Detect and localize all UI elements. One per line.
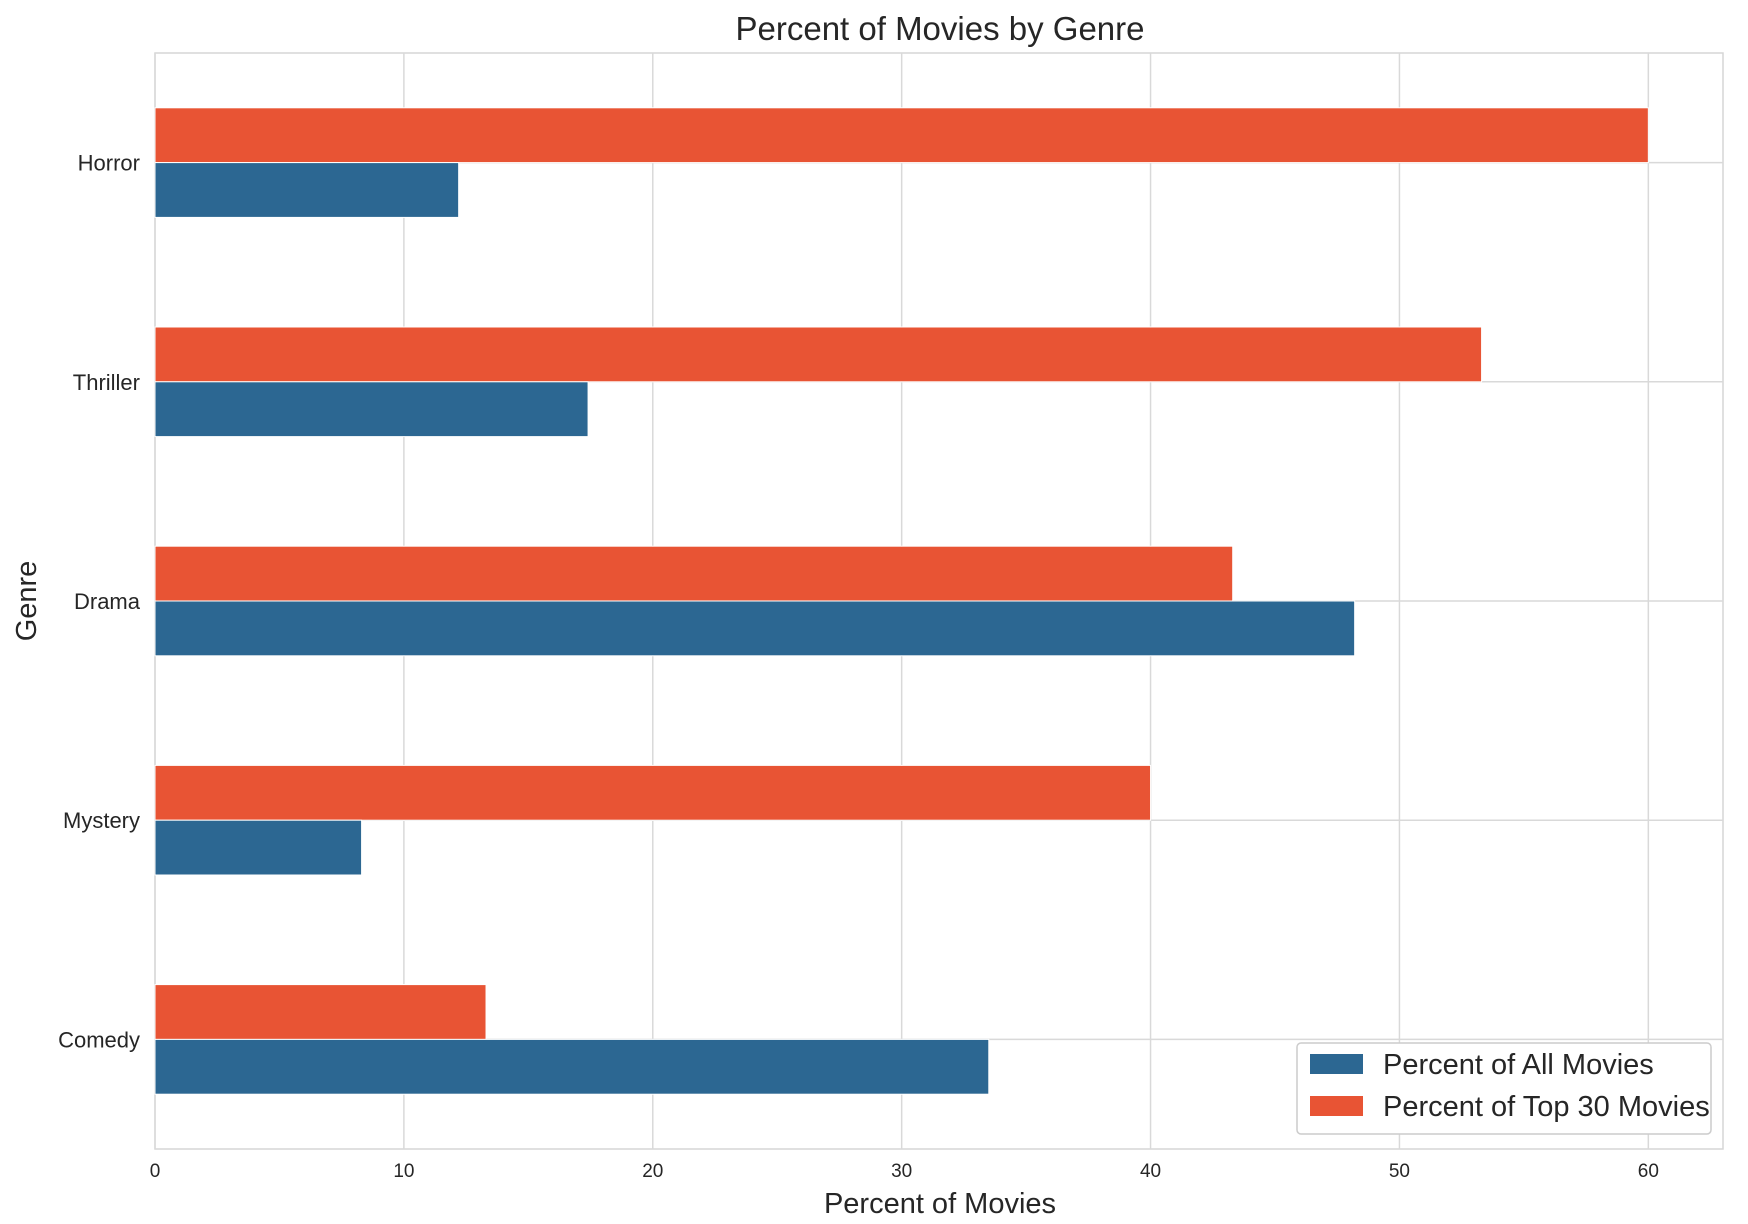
y-axis-ticks: Horror Thriller Drama Mystery Comedy: [58, 151, 141, 1053]
legend-swatch-top-30-movies: [1310, 1096, 1363, 1116]
legend-box: [1296, 1042, 1712, 1135]
chart-title: Percent of Movies by Genre: [735, 10, 1144, 47]
x-axis-label: Percent of Movies: [824, 1188, 1056, 1220]
x-axis-ticks: 0 10 20 30 40 50 60: [150, 1161, 1659, 1182]
bar-top30-thriller: [154, 326, 1483, 383]
y-axis-label: Genre: [11, 561, 43, 642]
bar-top30-mystery: [154, 764, 1152, 821]
y-tick-label-comedy: Comedy: [58, 1027, 140, 1052]
x-tick-label: 20: [642, 1161, 663, 1182]
x-tick-label: 60: [1638, 1161, 1659, 1182]
legend-label-all-movies: Percent of All Movies: [1383, 1049, 1654, 1081]
x-tick-label: 0: [150, 1161, 161, 1182]
y-tick-label-thriller: Thriller: [73, 370, 140, 395]
y-tick-label-horror: Horror: [78, 151, 140, 176]
legend: Percent of All Movies Percent of Top 30 …: [1296, 1042, 1712, 1135]
bar-top30-drama: [154, 545, 1234, 602]
bar-top30-horror: [154, 107, 1649, 164]
legend-label-top-30-movies: Percent of Top 30 Movies: [1383, 1091, 1710, 1123]
x-tick-label: 40: [1140, 1161, 1161, 1182]
bar-all-mystery: [154, 819, 363, 876]
x-tick-label: 10: [393, 1161, 414, 1182]
legend-swatch-all-movies: [1310, 1054, 1363, 1074]
bar-all-thriller: [154, 381, 589, 438]
x-tick-label: 30: [891, 1161, 912, 1182]
bar-all-horror: [154, 162, 460, 218]
y-tick-label-drama: Drama: [74, 589, 141, 614]
bar-all-drama: [154, 600, 1356, 657]
y-tick-label-mystery: Mystery: [63, 808, 140, 833]
x-tick-label: 50: [1389, 1161, 1410, 1182]
bar-top30-comedy: [154, 984, 487, 1040]
bars: [154, 107, 1649, 1095]
bar-all-comedy: [154, 1038, 990, 1095]
